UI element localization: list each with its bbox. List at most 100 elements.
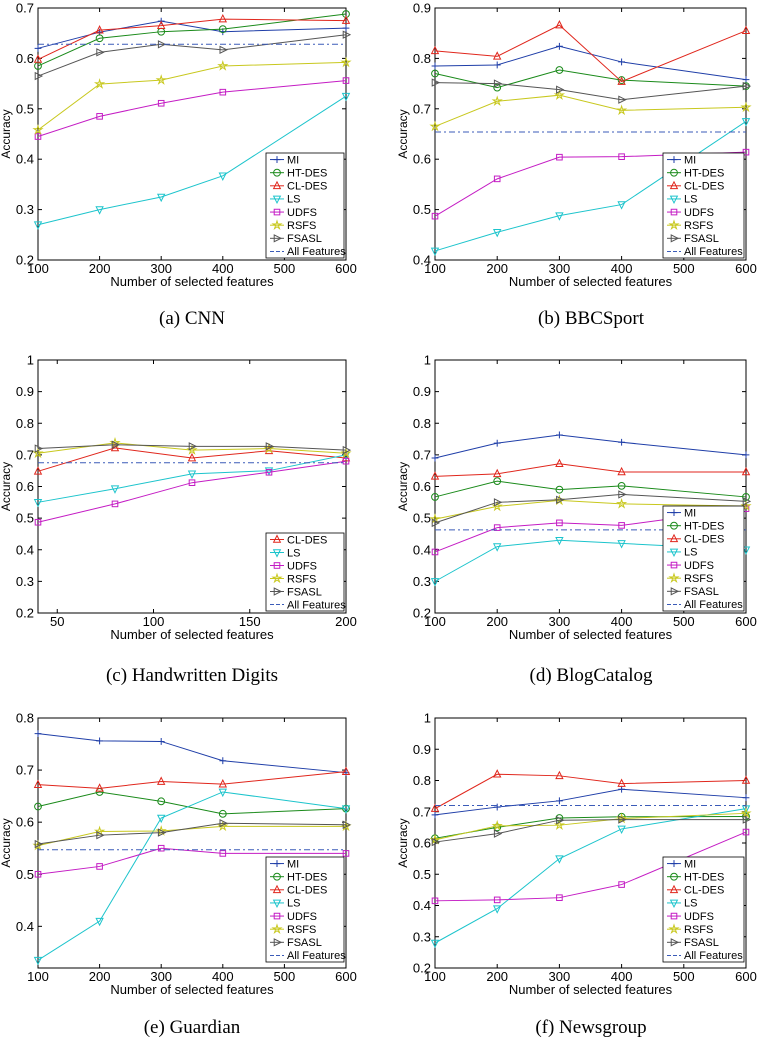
y-tick-label: 0.9 <box>16 384 34 399</box>
x-tick-label: 600 <box>335 969 357 984</box>
series-line <box>37 13 347 67</box>
series-line <box>434 94 747 127</box>
data-point <box>342 850 350 857</box>
data-point <box>493 896 501 904</box>
series-line <box>37 80 347 137</box>
data-point <box>431 69 439 78</box>
data-point <box>615 104 628 116</box>
chart-panel-b-bbcsport: 100 200 300 400 500 600 0.4 0.5 0.6 0.7 0.8 0.9 Numb… <box>396 1 757 330</box>
data-point <box>95 34 104 43</box>
legend-marker <box>668 219 680 230</box>
legend-marker <box>670 521 678 530</box>
legend-marker <box>670 872 678 881</box>
legend-label: FSASL <box>287 586 322 598</box>
data-point <box>95 25 104 34</box>
data-point <box>742 828 750 836</box>
y-tick-label: 0.7 <box>413 804 431 819</box>
legend-label: UDFS <box>287 560 317 572</box>
legend-item-cl-des: CL-DES <box>270 534 327 546</box>
legend-marker <box>271 219 283 230</box>
data-point <box>218 788 228 798</box>
legend-marker <box>670 561 678 569</box>
data-point <box>188 442 198 451</box>
legend-label: UDFS <box>684 207 714 219</box>
data-point <box>556 42 563 50</box>
legend-item-ls: LS <box>270 194 300 206</box>
chart-panel-a-cnn: 100 200 300 400 500 600 0.2 0.3 0.4 0.5 0.6 0.7 Numb… <box>0 1 357 330</box>
x-tick-label: 100 <box>27 261 49 276</box>
data-point <box>34 802 42 811</box>
data-point <box>742 76 750 83</box>
data-point <box>493 61 501 69</box>
legend-marker <box>668 572 680 583</box>
legend-label: All Features <box>684 246 743 258</box>
data-point <box>493 83 502 92</box>
legend-label: All Features <box>287 950 346 962</box>
x-tick-label: 200 <box>486 969 508 984</box>
legend-marker <box>669 533 679 543</box>
series-line <box>37 460 347 523</box>
data-point <box>156 20 166 29</box>
data-point <box>430 471 440 480</box>
legend-label: RSFS <box>287 573 316 585</box>
legend-item-rsfs: RSFS <box>667 219 713 232</box>
legend-marker <box>273 208 281 216</box>
y-tick-label: 0.5 <box>16 867 34 882</box>
data-point <box>431 837 441 847</box>
legend-item-mi: MI <box>270 858 299 870</box>
data-point <box>93 78 106 89</box>
chart-panel-c-handwritten-digits: 50 100 150 200 0.2 0.3 0.4 0.5 0.6 0.7 0.8 0.9 1 Numb… <box>0 353 357 687</box>
x-tick-label: 200 <box>89 261 111 276</box>
y-tick-label: 0.7 <box>16 1 34 16</box>
data-point <box>555 20 564 29</box>
data-point <box>34 444 44 453</box>
data-point <box>342 445 352 455</box>
y-tick-label: 0.7 <box>16 447 34 462</box>
series-ht-des <box>34 10 350 70</box>
data-point <box>430 578 440 587</box>
legend-item-fsasl: FSASL <box>667 937 719 949</box>
legend-item-rsfs: RSFS <box>270 572 316 585</box>
data-point <box>617 540 626 549</box>
data-point <box>34 44 42 52</box>
legend-label: CL-DES <box>684 181 724 193</box>
data-point <box>556 153 563 161</box>
data-point <box>431 454 439 462</box>
legend-marker <box>669 548 679 558</box>
data-point <box>430 803 440 812</box>
legend-marker <box>670 208 678 216</box>
legend-label: HT-DES <box>287 871 327 883</box>
series-line <box>37 61 347 131</box>
data-point <box>742 451 750 459</box>
x-tick-label: 200 <box>486 261 508 276</box>
legend-marker <box>272 899 282 909</box>
x-tick-label: 200 <box>89 969 111 984</box>
legend-marker <box>669 180 679 190</box>
y-tick-label: 0.7 <box>413 447 431 462</box>
data-point <box>431 548 439 556</box>
y-tick-label: 0.9 <box>413 384 431 399</box>
data-point <box>618 58 625 66</box>
data-point <box>342 457 350 465</box>
legend-label: FSASL <box>287 937 322 949</box>
x-axis-label: Number of selected features <box>110 274 274 289</box>
legend-label: RSFS <box>684 220 713 232</box>
legend-label: All Features <box>287 599 346 611</box>
data-point <box>96 863 103 870</box>
legend-label: UDFS <box>287 207 317 219</box>
legend-item-all-features: All Features <box>270 246 346 258</box>
legend-label: HT-DES <box>684 871 724 883</box>
series-mi <box>431 431 750 462</box>
data-point <box>493 79 503 88</box>
series-line <box>37 822 347 845</box>
series-fsasl <box>431 490 752 528</box>
series-line <box>434 82 747 101</box>
y-tick-label: 0.2 <box>16 606 34 621</box>
data-point <box>219 88 227 96</box>
data-point <box>96 113 103 120</box>
legend-label: HT-DES <box>684 167 724 179</box>
legend-marker <box>668 923 680 934</box>
legend-marker <box>669 195 679 205</box>
